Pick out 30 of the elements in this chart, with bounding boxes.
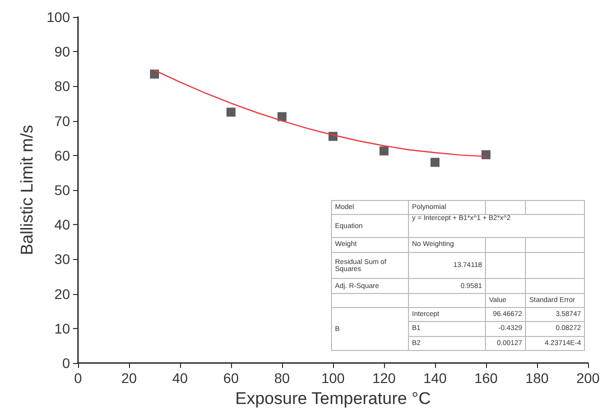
x-tick-label: 100 (321, 370, 345, 386)
y-tick-label: 60 (54, 147, 70, 164)
x-tick-label: 180 (525, 370, 549, 386)
x-tick-label: 0 (74, 370, 82, 386)
x-tick-label: 40 (172, 370, 188, 386)
y-tick-label: 80 (54, 78, 70, 94)
y-tick-label: 40 (54, 216, 70, 233)
x-tick-label: 20 (121, 370, 137, 386)
y-tick-label: 10 (54, 320, 70, 336)
point (278, 112, 286, 122)
point (226, 108, 236, 117)
y-tick-label: 20 (54, 286, 70, 302)
x-tick-label: 120 (372, 370, 396, 386)
y-tick-label: 30 (54, 251, 70, 268)
x-tick-label: 140 (423, 370, 447, 386)
point (430, 158, 440, 167)
y-tick-label: 50 (54, 182, 70, 198)
x-axis-title: Exposure Temperature °C (235, 388, 431, 408)
y-axis-title: Ballistic Limit m/s (18, 124, 37, 256)
x-tick-label: 60 (223, 370, 239, 386)
point (380, 146, 388, 156)
point (482, 150, 490, 160)
x-tick-label: 160 (474, 370, 498, 386)
point (150, 70, 159, 79)
y-tick-label: 100 (46, 9, 70, 25)
y-tick-label: 90 (54, 44, 70, 60)
x-tick-label: 80 (274, 370, 290, 386)
x-tick-label: 200 (576, 370, 600, 386)
y-tick-label: 70 (54, 112, 70, 129)
y-tick-label: 0 (62, 355, 70, 371)
